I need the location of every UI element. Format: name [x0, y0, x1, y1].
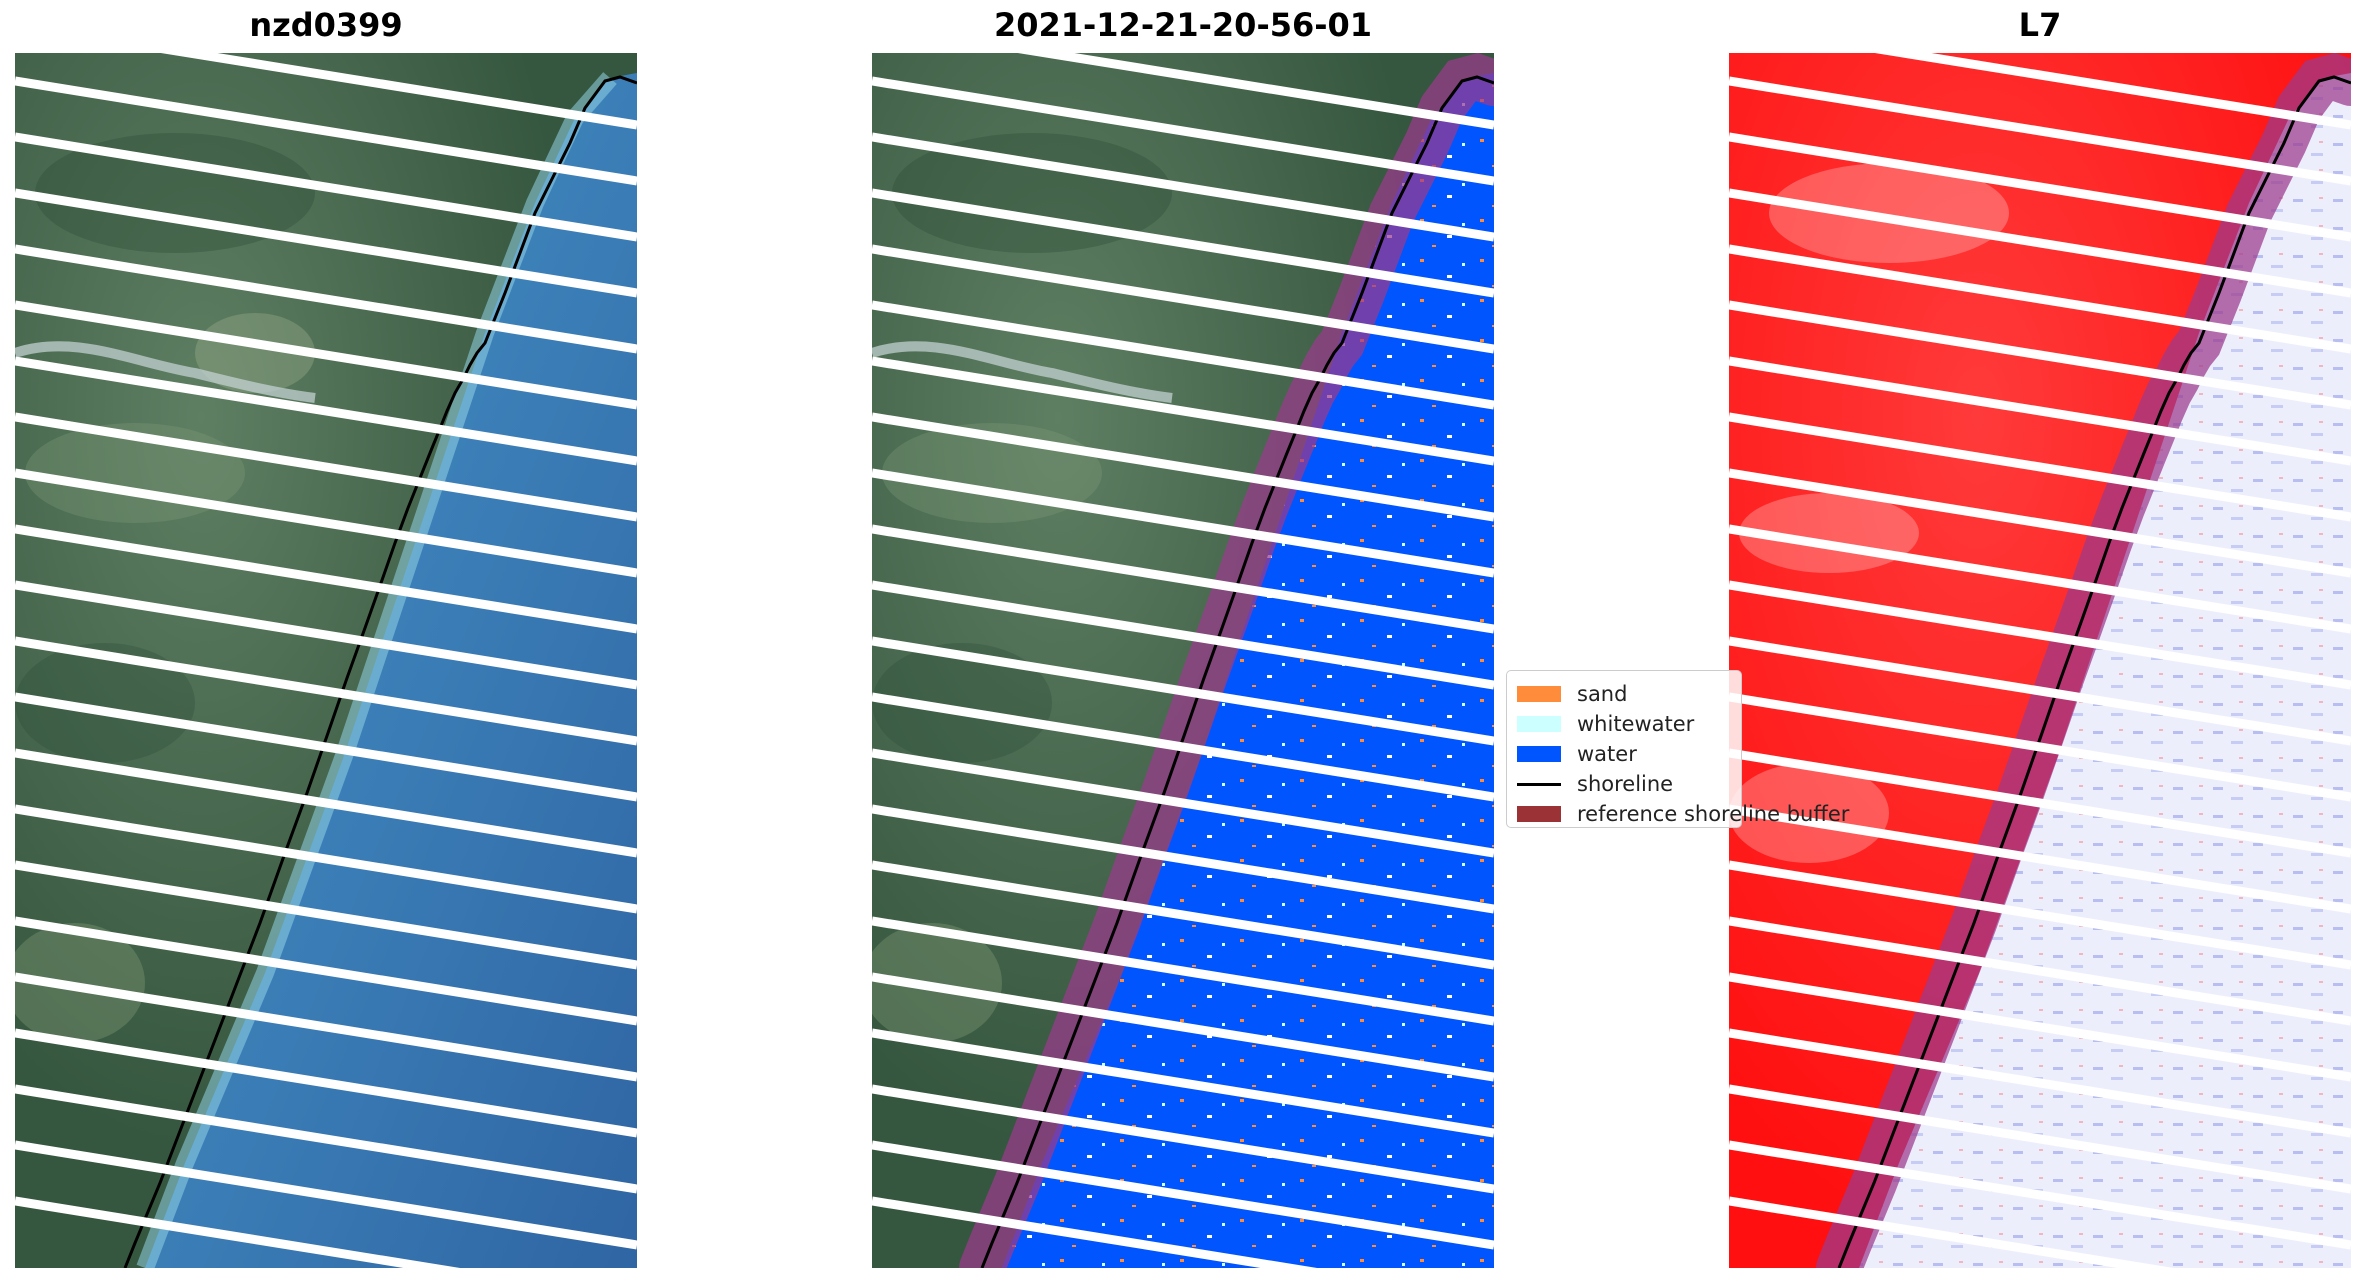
- legend-swatch-reference-buffer: [1517, 806, 1561, 822]
- index-image: [1729, 53, 2351, 1268]
- panel-title-index: L7: [2018, 6, 2062, 44]
- classified-image: [872, 53, 1494, 1268]
- legend-label: shoreline: [1577, 772, 1674, 796]
- scan-line-gaps: [1729, 53, 2351, 1268]
- legend-swatch-whitewater: [1517, 716, 1561, 732]
- legend-item-shoreline: shoreline: [1517, 769, 1731, 799]
- legend-swatch-shoreline: [1517, 782, 1561, 786]
- legend-label: sand: [1577, 682, 1628, 706]
- legend-item-sand: sand: [1517, 679, 1731, 709]
- panel-title-rgb: nzd0399: [249, 6, 403, 44]
- legend-label: whitewater: [1577, 712, 1695, 736]
- panel-title-classified: 2021-12-21-20-56-01: [993, 6, 1373, 44]
- legend-label: water: [1577, 742, 1637, 766]
- scan-line-gaps: [872, 53, 1494, 1268]
- legend: sand whitewater water shoreline referenc…: [1506, 670, 1849, 829]
- water-index: [1859, 73, 2351, 1268]
- river: [15, 341, 316, 403]
- rgb-satellite-image: [15, 53, 637, 1268]
- legend-swatch-water: [1517, 746, 1561, 762]
- legend-item-water: water: [1517, 739, 1731, 769]
- scan-line-gaps: [15, 53, 637, 1268]
- legend-label: reference shoreline buffer: [1577, 802, 1850, 826]
- legend-item-whitewater: whitewater: [1517, 709, 1731, 739]
- legend-item-reference-buffer: reference shoreline buffer: [1517, 799, 1849, 829]
- sand-whitewater-specks: [1002, 73, 1494, 1268]
- legend-swatch-sand: [1517, 686, 1561, 702]
